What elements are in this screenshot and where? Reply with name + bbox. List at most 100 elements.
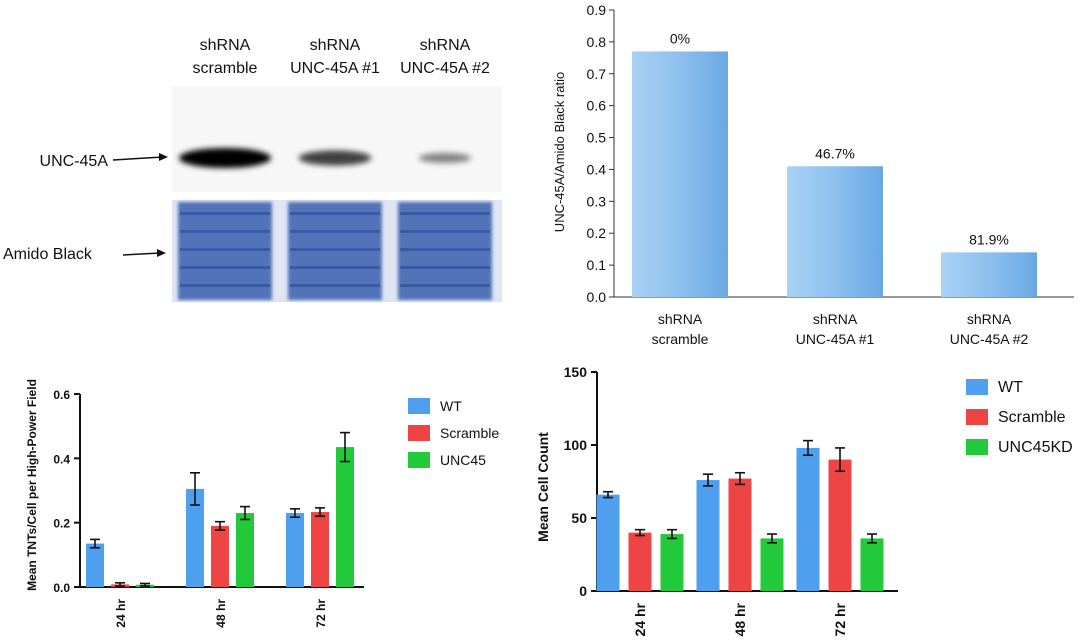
amido-black-band — [180, 248, 270, 251]
lane-label-line2: scramble — [193, 60, 258, 77]
quant-y-tick-label: 0.4 — [587, 161, 607, 177]
tnts-legend-label: UNC45 — [440, 452, 486, 468]
unc45a-band — [298, 150, 372, 166]
quant-y-tick-label: 0.1 — [587, 257, 607, 273]
quant-data-label: 81.9% — [969, 231, 1009, 247]
quant-x-tick-label: shRNA — [813, 311, 858, 327]
western-blot-panel: shRNA scramble shRNA UNC-45A #1 shRNA UNC-45A… — [3, 37, 502, 302]
amido-black-band — [400, 284, 490, 287]
cells-legend-swatch — [966, 409, 988, 425]
tnts-bar — [336, 447, 354, 587]
amido-black-band — [400, 230, 490, 233]
quant-x-tick-label: scramble — [652, 331, 709, 347]
quant-x-tick-label: shRNA — [658, 311, 703, 327]
amido-black-band — [400, 266, 490, 269]
amido-arrow — [122, 252, 161, 256]
tnts-y-tick-label: 0.6 — [53, 388, 70, 402]
tnts-bar — [211, 525, 229, 587]
amido-black-label: Amido Black — [3, 246, 93, 263]
quant-y-tick-label: 0.2 — [587, 225, 607, 241]
tnts-x-tick-label: 48 hr — [214, 599, 228, 628]
cells-legend-swatch — [966, 439, 988, 455]
quantification-chart: UNC-45A/Amido Black ratio 0.0 0.1 0.2 0.3 0.… — [552, 2, 1074, 347]
tnts-legend-swatch — [408, 425, 430, 441]
lane-label-line1: shRNA — [420, 37, 471, 54]
cells-bar — [860, 538, 884, 591]
quant-y-tick-label: 0.6 — [587, 98, 607, 114]
quant-bar — [787, 166, 883, 297]
quant-x-tick-label: UNC-45A #1 — [796, 331, 875, 347]
amido-black-band — [180, 266, 270, 269]
amido-black-band — [180, 284, 270, 287]
cell-count-chart: Mean Cell Count 0 50 100 150 24 hr 48 hr 72 h… — [535, 364, 1073, 636]
cells-y-tick-label: 0 — [579, 583, 587, 599]
cells-y-tick-label: 150 — [564, 364, 588, 380]
cells-bar — [596, 494, 620, 591]
cells-x-tick-label: 24 hr — [632, 602, 648, 636]
lane-label-line2: UNC-45A #2 — [400, 60, 490, 77]
tnts-legend-label: WT — [440, 398, 462, 414]
amido-black-band — [180, 230, 270, 233]
cells-bar — [728, 478, 752, 591]
quant-data-label: 0% — [670, 30, 690, 46]
lane-label-line1: shRNA — [310, 37, 361, 54]
amido-black-band — [180, 212, 270, 215]
tnts-legend-swatch — [408, 452, 430, 468]
tnts-bar — [236, 513, 254, 587]
unc45a-arrow — [112, 156, 164, 161]
cells-x-tick-label: 48 hr — [732, 602, 748, 636]
tnts-bar — [186, 488, 204, 587]
cells-bar — [696, 480, 720, 591]
tnts-y-tick-label: 0.0 — [53, 581, 70, 595]
cells-y-tick-label: 100 — [564, 437, 588, 453]
cells-legend-swatch — [966, 379, 988, 395]
amido-black-band — [290, 248, 380, 251]
cells-legend-label: UNC45KD — [998, 439, 1073, 456]
cells-legend-label: WT — [998, 379, 1023, 396]
quant-y-tick-label: 0.3 — [587, 193, 607, 209]
amido-black-band — [400, 248, 490, 251]
quant-bar — [941, 252, 1037, 297]
lane-label-line2: UNC-45A #1 — [290, 60, 380, 77]
cells-y-tick-label: 50 — [571, 510, 587, 526]
unc45a-blot-label: UNC-45A — [40, 153, 109, 170]
tnts-y-tick-label: 0.2 — [53, 517, 70, 531]
unc45a-blot-membrane — [172, 86, 502, 192]
cells-bar — [760, 538, 784, 591]
cells-x-tick-label: 72 hr — [832, 602, 848, 636]
tnts-legend-label: Scramble — [440, 425, 499, 441]
tnts-bar — [311, 512, 329, 587]
amido-black-band — [290, 230, 380, 233]
quant-x-tick-label: UNC-45A #2 — [950, 331, 1029, 347]
lane-label-line1: shRNA — [200, 37, 251, 54]
tnts-bar — [86, 543, 104, 587]
amido-black-band — [400, 212, 490, 215]
quant-y-tick-label: 0.8 — [587, 34, 607, 50]
unc45a-arrowhead — [159, 153, 168, 161]
cells-legend-label: Scramble — [998, 409, 1066, 426]
cells-bar — [628, 532, 652, 591]
tnts-y-tick-label: 0.4 — [53, 452, 70, 466]
cells-bar — [660, 534, 684, 591]
cells-y-axis-label: Mean Cell Count — [535, 432, 551, 542]
tnts-x-tick-label: 72 hr — [314, 599, 328, 628]
quant-y-tick-label: 0.0 — [587, 289, 607, 305]
amido-black-band — [290, 266, 380, 269]
quant-y-tick-label: 0.5 — [587, 130, 607, 146]
quant-y-tick-label: 0.7 — [587, 66, 607, 82]
tnts-legend-swatch — [408, 398, 430, 414]
tnts-y-axis-label: Mean TNTs/Cell per High-Power Field — [25, 379, 39, 591]
quant-y-tick-label: 0.9 — [587, 2, 607, 18]
tnts-x-tick-label: 24 hr — [114, 599, 128, 628]
cells-bar — [828, 459, 852, 591]
quant-x-tick-label: shRNA — [967, 311, 1012, 327]
tnts-chart: Mean TNTs/Cell per High-Power Field 0.0 0… — [25, 379, 499, 628]
unc45a-band — [418, 152, 472, 164]
amido-black-band — [290, 212, 380, 215]
quant-bar — [632, 51, 728, 298]
amido-black-band — [290, 284, 380, 287]
quant-y-axis-label: UNC-45A/Amido Black ratio — [552, 72, 567, 232]
amido-arrowhead — [157, 249, 166, 257]
cells-bar — [796, 447, 820, 591]
unc45a-band — [179, 148, 271, 168]
